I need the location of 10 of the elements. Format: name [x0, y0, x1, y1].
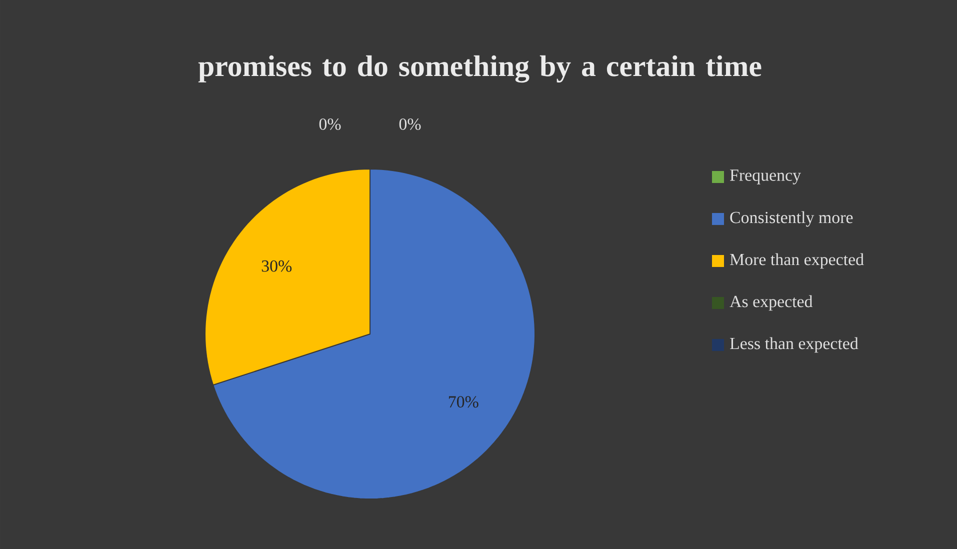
legend-label: More than expected [730, 253, 864, 269]
text: 0% [399, 118, 421, 130]
data-label: 30% [262, 260, 292, 272]
data-label: 70% [448, 396, 478, 408]
legend-label: Frequency [730, 170, 801, 184]
chart-title: promises to do something by a certain time [198, 55, 762, 83]
legend-label: Consistently more [730, 211, 853, 227]
text: 0% [319, 118, 341, 130]
legend-label: As expected [730, 295, 813, 311]
legend-label: Less than expected [730, 337, 858, 353]
